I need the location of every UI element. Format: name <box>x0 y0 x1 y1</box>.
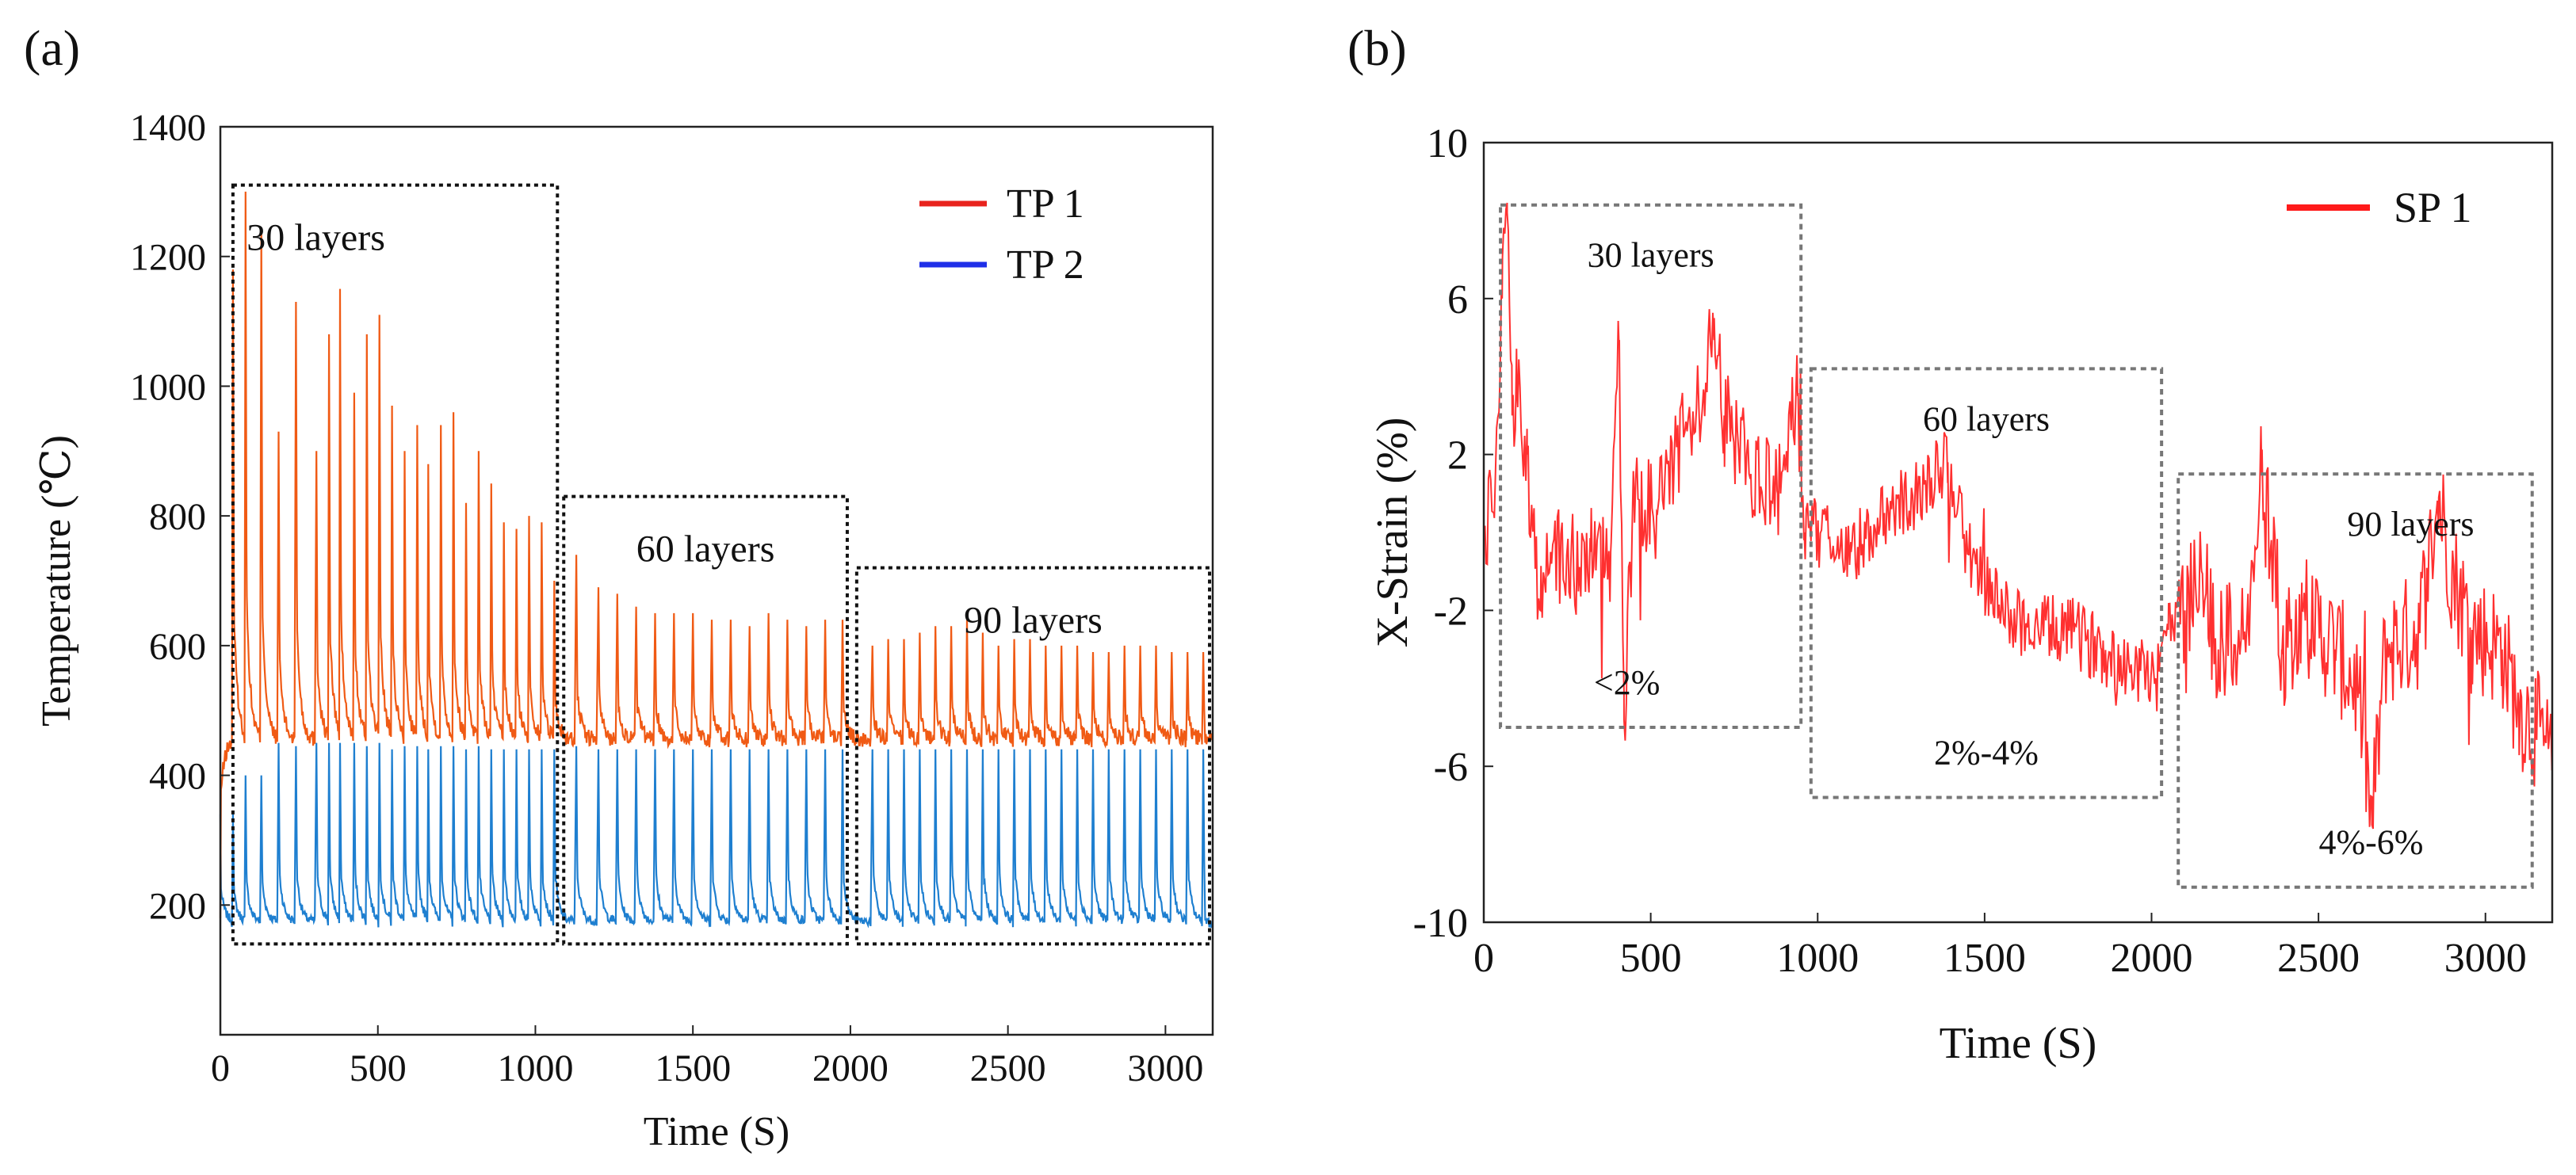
annotation-box-3 <box>854 566 1212 946</box>
xtick-label: 2500 <box>2277 936 2360 981</box>
panel-a-legend: TP 1 TP 2 <box>919 181 1084 288</box>
series-line-tp2 <box>219 742 1213 929</box>
ytick-label: 200 <box>149 885 206 927</box>
ytick-label: 800 <box>149 496 206 538</box>
xtick-label: 2500 <box>970 1047 1046 1089</box>
ytick-label: 600 <box>149 626 206 668</box>
panel-a: (a) 30 layers 60 layers 90 layers 0 500 1000… <box>24 20 1214 1154</box>
series-line-sp1 <box>1483 202 2553 830</box>
ytick-label: -10 <box>1413 901 1468 946</box>
annotation-label-3: 90 layers <box>2347 505 2474 544</box>
ytick-label: 1200 <box>130 237 206 279</box>
annotation-sublabel-2: 2%-4% <box>1934 734 2039 773</box>
panel-a-annotations: 30 layers 60 layers 90 layers <box>231 183 1212 946</box>
xtick-label: 2000 <box>2111 936 2193 981</box>
panel-a-label: (a) <box>24 20 80 76</box>
xtick-label: 0 <box>211 1047 230 1089</box>
xtick-label: 3000 <box>2444 936 2527 981</box>
xtick-label: 500 <box>350 1047 407 1089</box>
panel-b: (b) 30 layers <2% 60 layers 2%-4% 90 layers 4… <box>1347 20 2554 1068</box>
panel-a-ylabel: Temperature (℃) <box>34 435 79 727</box>
panel-a-plot-frame <box>219 125 1214 1036</box>
xtick-label: 1500 <box>655 1047 731 1089</box>
annotation-box-2 <box>562 494 849 946</box>
panel-b-lines <box>1483 202 2553 830</box>
annotation-box-2 <box>1809 367 2164 799</box>
panel-b-axis-ticks: 0 500 1000 1500 2000 2500 3000 10 6 2 -2 -6 -10 <box>1413 121 2527 981</box>
ytick-label: 10 <box>1427 121 1468 166</box>
annotation-label-1: 30 layers <box>1588 236 1714 275</box>
ytick-label: 400 <box>149 756 206 798</box>
panel-a-xlabel: Time (S) <box>644 1109 789 1154</box>
xtick-label: 1000 <box>497 1047 573 1089</box>
series-line-tp1 <box>219 191 1213 918</box>
xtick-label: 500 <box>1620 936 1682 981</box>
xtick-label: 0 <box>1473 936 1494 981</box>
xtick-label: 1500 <box>1943 936 2026 981</box>
panel-b-plot-frame <box>1482 141 2554 924</box>
xtick-label: 1000 <box>1776 936 1859 981</box>
ytick-label: -6 <box>1434 745 1468 790</box>
panel-b-annotations: 30 layers <2% 60 layers 2%-4% 90 layers 4%-6% <box>1499 203 2534 889</box>
xtick-label: 3000 <box>1127 1047 1203 1089</box>
panel-b-ylabel: X-Strain (%) <box>1368 418 1417 648</box>
annotation-box-1 <box>1499 203 1803 730</box>
legend-label-tp2: TP 2 <box>1007 242 1084 288</box>
annotation-sublabel-3: 4%-6% <box>2318 823 2423 862</box>
ytick-label: 1400 <box>130 107 206 149</box>
panel-b-legend: SP 1 <box>2287 184 2472 231</box>
ytick-label: 6 <box>1447 277 1468 322</box>
ytick-label: 1000 <box>130 366 206 408</box>
ytick-label: 2 <box>1447 433 1468 479</box>
legend-label-sp1: SP 1 <box>2394 184 2472 231</box>
panel-b-xlabel: Time (S) <box>1940 1019 2097 1068</box>
annotation-label-1: 30 layers <box>247 217 385 259</box>
annotation-sublabel-1: <2% <box>1594 663 1660 702</box>
annotation-box-1 <box>231 183 560 946</box>
panel-a-lines <box>219 191 1213 929</box>
annotation-label-3: 90 layers <box>964 600 1103 642</box>
ytick-label: -2 <box>1434 589 1468 634</box>
annotation-box-3 <box>2177 472 2534 889</box>
panel-a-axis-ticks: 0 500 1000 1500 2000 2500 3000 200 400 600 800 1000… <box>130 107 1203 1089</box>
annotation-label-2: 60 layers <box>636 528 775 570</box>
xtick-label: 2000 <box>812 1047 889 1089</box>
legend-label-tp1: TP 1 <box>1007 181 1084 227</box>
panel-b-label: (b) <box>1347 20 1407 76</box>
annotation-label-2: 60 layers <box>1923 399 2050 438</box>
